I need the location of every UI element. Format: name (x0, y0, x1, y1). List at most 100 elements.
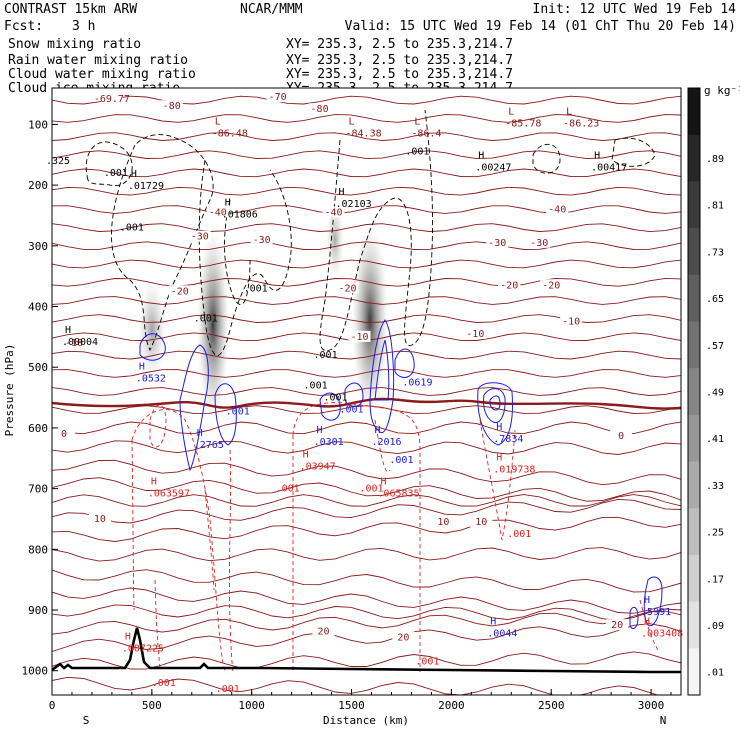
high-marker: H (496, 422, 502, 433)
legend-rain-xy: XY= 235.3, 2.5 to 235.3,214.7 (286, 53, 513, 68)
label-mask (250, 233, 273, 245)
contour-value: .001 (314, 350, 338, 361)
high-marker: H (594, 151, 600, 162)
extremum-value: .7834 (493, 434, 523, 445)
label-mask (160, 100, 183, 112)
rain-contour (154, 579, 161, 669)
y-tick-label: 700 (28, 483, 48, 496)
label-mask (266, 91, 289, 103)
temperature-contour (52, 186, 681, 196)
temperature-contour (52, 498, 681, 524)
temperature-contour (52, 369, 681, 378)
snow-contour (85, 141, 133, 187)
colorbar-tick-label: .65 (706, 294, 724, 305)
fcst-value: 3 h (72, 19, 95, 34)
colorbar-bin (688, 648, 700, 696)
colorbar-bin (688, 134, 700, 182)
colorbar-tick-label: .17 (706, 574, 724, 585)
extremum-value: .00417 (591, 163, 627, 174)
y-tick-label: 200 (28, 179, 48, 192)
temperature-label: -40 (209, 207, 227, 218)
colorbar-tick-label: .81 (706, 201, 724, 212)
rain-contours (131, 402, 659, 673)
label-mask (432, 516, 455, 528)
snow-shading-faint (326, 200, 344, 280)
rain-contour (131, 409, 227, 673)
contour-value: .001 (339, 405, 363, 416)
extremum-value: -86.48 (212, 129, 248, 140)
y-tick-label: 500 (28, 361, 48, 374)
temperature-contour (52, 459, 681, 486)
extremum-value: .00247 (475, 163, 511, 174)
extremum-value: .2016 (371, 437, 401, 448)
contour-value: .001 (244, 283, 268, 294)
contour-value: .001 (324, 393, 348, 404)
extremum-value: -86.23 (563, 118, 599, 129)
cloud-contour (374, 339, 390, 401)
temperature-label: -20 (338, 283, 356, 294)
contour-value: .001 (389, 455, 413, 466)
cloud-contour (394, 348, 415, 378)
colorbar-tick-label: .73 (706, 247, 724, 258)
high-marker: H (496, 452, 502, 463)
high-marker: H (303, 449, 309, 460)
snow-shading-small (138, 280, 166, 380)
cloud-contour (643, 576, 663, 627)
y-tick-label: 1000 (22, 665, 49, 678)
low-marker: L (414, 117, 420, 128)
temperature-contour (52, 132, 681, 141)
contour-value: .001 (276, 484, 300, 495)
temperature-contour (52, 676, 659, 695)
temperature-contour (52, 95, 681, 105)
temperature-label: -70 (269, 92, 287, 103)
label-mask (348, 330, 371, 342)
temperature-contour (52, 516, 681, 542)
label-mask (188, 230, 211, 242)
colorbar-tick-label: .89 (706, 154, 724, 165)
label-mask (606, 619, 629, 631)
label-mask (540, 279, 563, 291)
label-mask (308, 103, 331, 115)
high-marker: H (644, 616, 650, 627)
snow-contour (319, 109, 433, 352)
colorbar-bin (688, 228, 700, 276)
snow-shading-east (352, 225, 388, 415)
colorbar-frame (687, 87, 701, 696)
y-tick-label: 900 (28, 604, 48, 617)
temperature-contour (52, 477, 681, 502)
high-marker: H (478, 151, 484, 162)
colorbar-bin (688, 414, 700, 463)
colorbar-bin (688, 508, 700, 556)
x-tick-label: 0 (49, 699, 56, 712)
temperature-contour (52, 277, 681, 287)
label-mask (100, 92, 123, 104)
contour-value: .001 (226, 407, 250, 418)
label-mask (464, 327, 487, 339)
y-axis-label: Pressure (hPa) (3, 344, 16, 437)
temperature-label: -30 (488, 238, 506, 249)
temperature-label: -80 (163, 101, 181, 112)
colorbar-tick-label: .33 (706, 481, 724, 492)
snow-shading-west (197, 230, 229, 420)
high-marker: H (644, 595, 650, 606)
extremum-value: -85.78 (505, 118, 541, 129)
temperature-label: -40 (548, 204, 566, 215)
temperature-contour (52, 623, 681, 652)
cloud-contour (319, 392, 341, 421)
temperature-contour (52, 296, 681, 305)
org-title: NCAR/MMM (240, 2, 303, 17)
rain-contour (374, 419, 391, 473)
model-title: CONTRAST 15km ARW (4, 2, 137, 17)
high-marker: H (151, 477, 157, 488)
extremum-value: .00004 (62, 337, 98, 348)
colorbar-tick-label: .57 (706, 341, 724, 352)
low-marker: L (348, 117, 354, 128)
rain-contour (149, 404, 167, 448)
temperature-contour (52, 205, 681, 214)
rain-contour (228, 449, 234, 673)
label-mask (498, 279, 521, 291)
temperature-contour (52, 387, 681, 396)
temperature-label: -30 (191, 232, 209, 243)
colorbar-units: g kg⁻¹ (704, 84, 740, 97)
